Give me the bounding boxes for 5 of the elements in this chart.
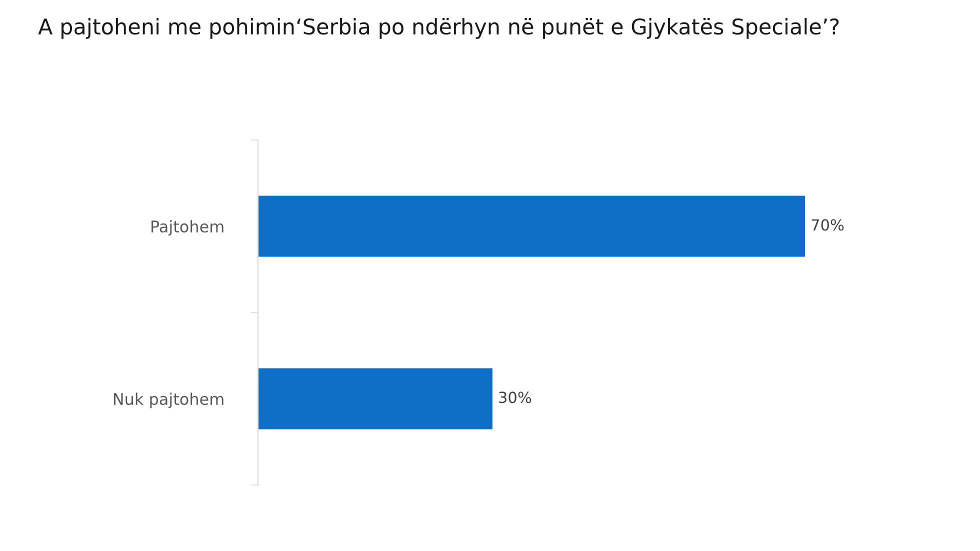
y-tick-label: Pajtohem	[152, 220, 224, 236]
data-label: 70%	[812, 219, 844, 231]
data-label: 30%	[499, 392, 532, 404]
chart-title: A pajtoheni me pohimin‘Serbia po ndërhyn në punët e Gjykatës Speciale’?	[38, 18, 839, 39]
y-tick-label: Nuk pajtohem	[114, 392, 224, 408]
